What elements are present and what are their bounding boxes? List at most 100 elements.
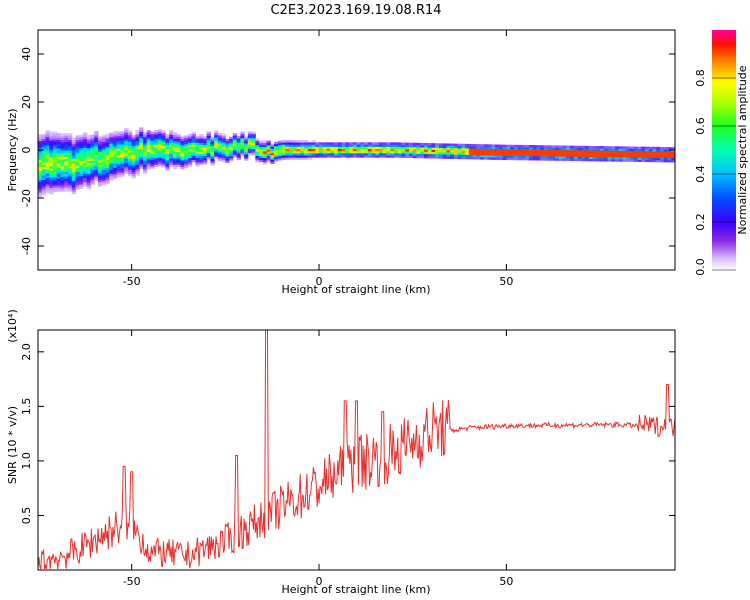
heatmap-cell (408, 155, 414, 159)
heatmap-cell (356, 142, 361, 145)
heatmap-cell (367, 150, 373, 154)
heatmap-cell (38, 158, 43, 161)
heatmap-cell (487, 144, 492, 147)
heatmap-cell (259, 148, 264, 152)
heatmap-cell (38, 149, 43, 152)
heatmap-cell (202, 151, 208, 154)
heatmap-cell (611, 159, 616, 162)
heatmap-cell (558, 149, 564, 153)
heatmap-cell (191, 142, 196, 145)
heatmap-cell (615, 157, 620, 160)
heatmap-cell (191, 153, 196, 156)
heatmap-cell (603, 150, 609, 153)
heatmap-cell (157, 152, 163, 156)
heatmap-cell (90, 177, 95, 181)
heatmap-cell (337, 146, 343, 150)
heatmap-cell (300, 140, 305, 143)
heatmap-cell (491, 155, 496, 158)
heatmap-cell (79, 149, 84, 153)
heatmap-cell (319, 142, 324, 145)
heatmap-cell (180, 160, 185, 163)
heatmap-cell (210, 147, 215, 151)
heatmap-cell (487, 153, 492, 156)
heatmap-cell (199, 142, 204, 146)
heatmap-cell (416, 147, 421, 150)
heatmap-cell (322, 144, 328, 147)
heatmap-cell (397, 144, 403, 147)
heatmap-cell (64, 148, 69, 151)
heatmap-cell (573, 145, 579, 149)
heatmap-cell (420, 145, 425, 148)
heatmap-cell (94, 161, 99, 164)
heatmap-cell (528, 147, 534, 150)
heatmap-cell (202, 136, 208, 139)
heatmap-cell (214, 143, 219, 147)
heatmap-cell (150, 140, 155, 143)
heatmap-cell (371, 146, 376, 150)
heatmap-cell (94, 143, 99, 147)
heatmap-cell (461, 145, 466, 149)
heatmap-cell (386, 150, 391, 154)
heatmap-cell (600, 154, 605, 158)
heatmap-cell (330, 150, 335, 154)
heatmap-cell (157, 129, 163, 132)
heatmap-cell (184, 137, 189, 140)
heatmap-cell (311, 140, 316, 143)
heatmap-cell (585, 158, 590, 162)
heatmap-cell (90, 151, 95, 155)
heatmap-cell (105, 162, 110, 165)
heatmap-cell (109, 156, 114, 159)
heatmap-cell (536, 149, 541, 152)
heatmap-cell (90, 136, 95, 140)
heatmap-cell (49, 163, 54, 167)
heatmap-cell (626, 148, 631, 152)
heatmap-cell (555, 156, 560, 159)
heatmap-cell (41, 181, 47, 185)
heatmap-cell (461, 150, 466, 153)
heatmap-cell (570, 154, 575, 157)
heatmap-cell (656, 159, 661, 163)
heatmap-cell (60, 176, 65, 180)
heatmap-cell (637, 157, 642, 160)
heatmap-cell (75, 139, 80, 143)
heatmap-cell (420, 155, 425, 159)
heatmap-cell (150, 155, 155, 158)
heatmap-cell (382, 142, 388, 145)
heatmap-cell (375, 153, 380, 156)
heatmap-cell (438, 149, 444, 153)
heatmap-cell (116, 148, 121, 151)
heatmap-cell (97, 177, 103, 181)
heatmap-cell (270, 144, 275, 147)
heatmap-cell (236, 140, 241, 143)
heatmap-cell (510, 155, 515, 158)
heatmap-cell (60, 180, 65, 184)
heatmap-cell (607, 146, 612, 149)
heatmap-cell (116, 170, 121, 173)
heatmap-cell (397, 146, 403, 150)
heatmap-cell (401, 146, 406, 150)
heatmap-cell (532, 155, 537, 159)
heatmap-cell (82, 147, 88, 150)
heatmap-cell (232, 139, 238, 142)
heatmap-cell (296, 140, 301, 143)
heatmap-cell (255, 155, 260, 159)
heatmap-cell (603, 148, 609, 151)
heatmap-cell (150, 146, 155, 150)
heatmap-cell (101, 180, 107, 184)
heatmap-cell (296, 153, 301, 156)
heatmap-cell (637, 146, 642, 150)
heatmap-cell (45, 177, 50, 181)
heatmap-cell (274, 154, 279, 158)
heatmap-cell (648, 159, 654, 163)
heatmap-cell (603, 146, 609, 149)
heatmap-cell (180, 153, 185, 157)
heatmap-cell (79, 147, 84, 151)
heatmap-cell (577, 147, 582, 151)
heatmap-cell (176, 153, 181, 157)
heatmap-cell (82, 143, 88, 146)
heatmap-cell (446, 149, 451, 153)
heatmap-cell (465, 143, 470, 147)
heatmap-cell (97, 175, 103, 178)
heatmap-cell (285, 148, 290, 152)
heatmap-cell (41, 186, 47, 189)
